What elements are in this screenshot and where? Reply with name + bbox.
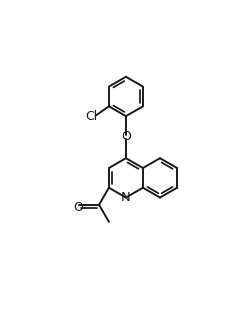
Text: N: N <box>121 192 131 205</box>
Text: Cl: Cl <box>85 110 97 123</box>
Text: O: O <box>73 201 83 214</box>
Text: O: O <box>121 130 131 142</box>
